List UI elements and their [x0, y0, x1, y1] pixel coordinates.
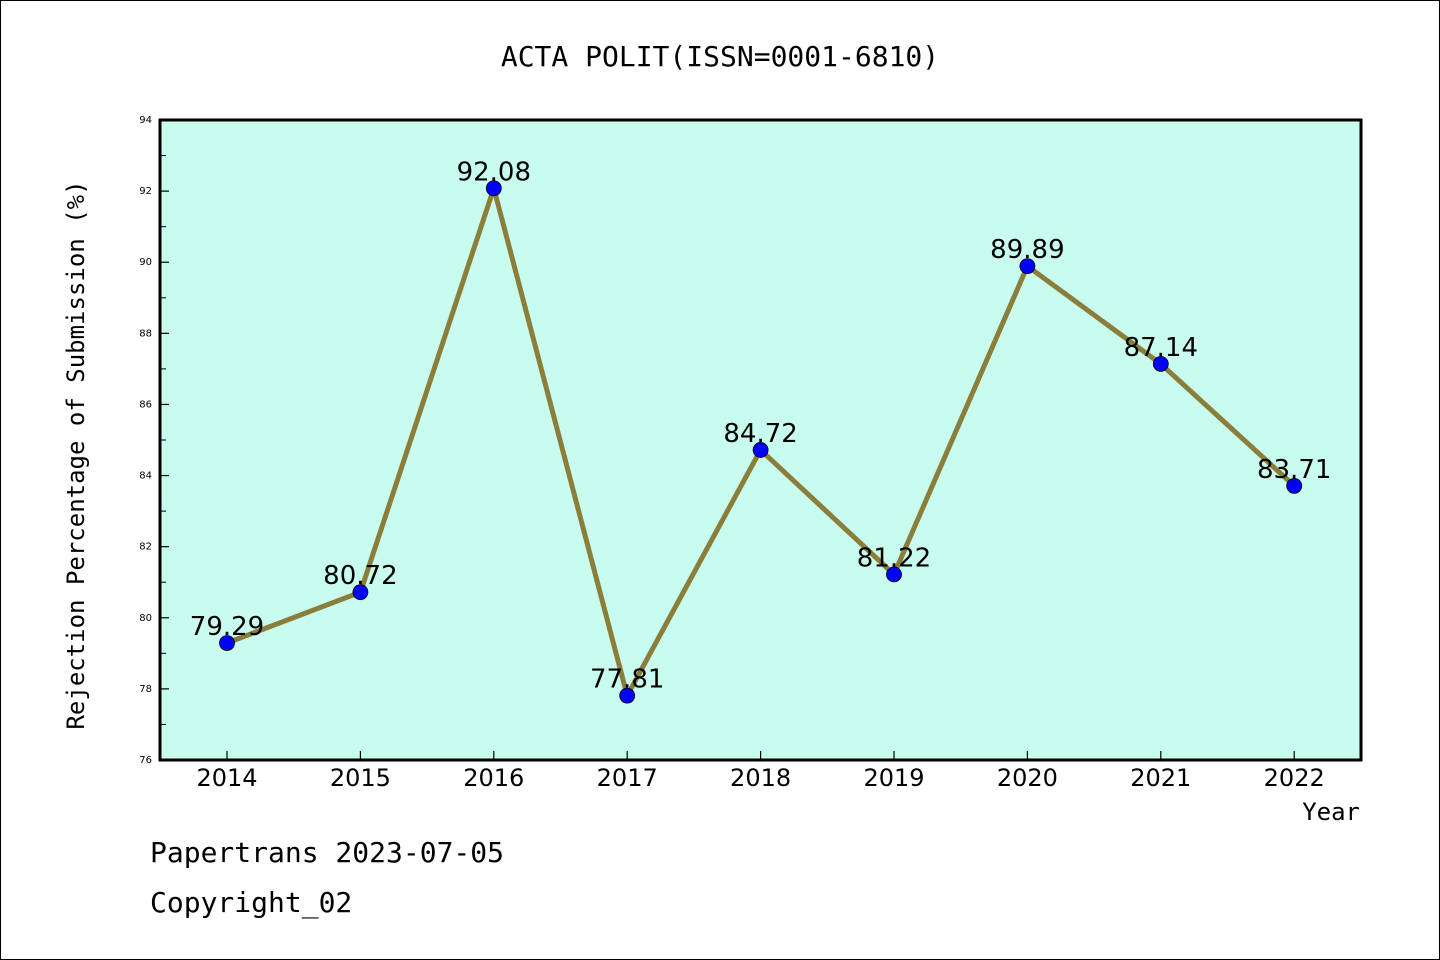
data-point	[886, 566, 902, 583]
data-point	[1019, 258, 1036, 275]
y-tick-label: 88	[139, 328, 152, 339]
data-point	[1152, 356, 1169, 372]
y-tick-label: 86	[139, 399, 152, 410]
x-axis: 2014 2015 2016 2017 2018 2019 2020 2021 2022	[196, 751, 1325, 792]
y-tick-label: 78	[139, 684, 152, 695]
chart-title: ACTA POLIT(ISSN=0001-6810)	[501, 40, 939, 73]
y-tick-label: 80	[139, 613, 152, 624]
x-tick-label: 2021	[1130, 764, 1191, 792]
data-point	[485, 180, 502, 197]
x-tick-label: 2019	[863, 764, 924, 792]
y-tick-label: 84	[139, 471, 152, 482]
data-label: 83.71	[1257, 455, 1331, 485]
x-tick-label: 2014	[196, 764, 257, 792]
x-tick-label: 2015	[330, 764, 391, 792]
y-tick-label: 92	[139, 186, 152, 197]
data-points	[219, 180, 1303, 704]
data-point	[352, 584, 369, 601]
x-tick-label: 2017	[597, 764, 658, 792]
footer-copyright: Copyright_02	[150, 886, 353, 919]
data-point	[219, 635, 235, 651]
data-label: 84.72	[723, 419, 797, 449]
data-label: 79.29	[190, 612, 264, 642]
plot-area	[158, 118, 1363, 762]
y-tick-label: 94	[139, 115, 152, 126]
x-tick-label: 2022	[1264, 764, 1325, 792]
y-axis-label: Rejection Percentage of Submission (%)	[62, 180, 90, 729]
y-axis: 76 78 80 82 84 86 88 90 92 94	[139, 115, 169, 766]
x-axis-label: Year	[1302, 798, 1360, 826]
y-tick-label: 90	[139, 257, 152, 268]
x-tick-label: 2016	[463, 764, 524, 792]
data-label: 87.14	[1124, 333, 1198, 363]
x-tick-label: 2020	[997, 764, 1058, 792]
y-tick-label: 82	[139, 542, 152, 553]
data-label: 80.72	[323, 561, 397, 591]
data-point	[619, 687, 636, 704]
y-tick-label: 76	[139, 755, 152, 766]
data-label: 92.08	[457, 157, 531, 187]
x-tick-label: 2018	[730, 764, 791, 792]
data-label: 81.22	[857, 543, 931, 573]
footer-date: Papertrans 2023-07-05	[150, 836, 505, 869]
data-label: 89.89	[990, 235, 1064, 265]
data-labels: 79.29 80.72 92.08 77.81 84.72 81.22 89.89 87.14…	[190, 157, 1332, 694]
data-point	[1286, 477, 1303, 494]
data-point	[752, 442, 769, 458]
data-label: 77.81	[590, 665, 664, 695]
